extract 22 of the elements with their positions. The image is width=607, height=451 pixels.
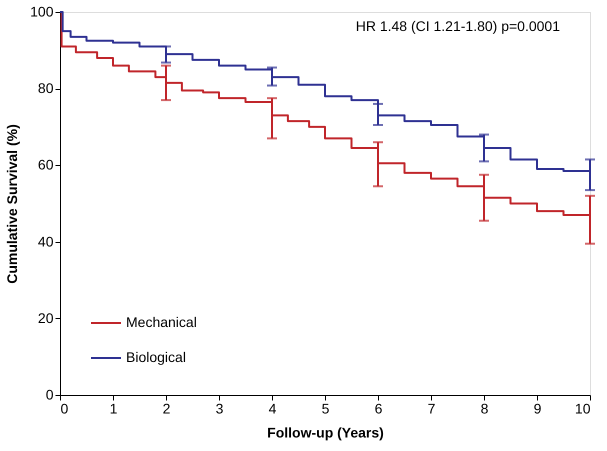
y-tick-label: 20 xyxy=(38,310,54,326)
y-axis-title: Cumulative Survival (%) xyxy=(4,124,20,284)
x-tick-label: 5 xyxy=(322,400,330,416)
x-tick-label: 9 xyxy=(534,400,542,416)
x-tick-label: 0 xyxy=(60,400,68,416)
annotation: HR 1.48 (CI 1.21-1.80) p=0.0001 xyxy=(356,18,560,34)
x-tick-label: 3 xyxy=(216,400,224,416)
y-tick-label: 60 xyxy=(38,156,54,173)
y-tick-label: 0 xyxy=(46,386,54,402)
x-tick-label: 10 xyxy=(574,400,591,416)
legend-label: Biological xyxy=(126,349,186,365)
x-axis-title: Follow-up (Years) xyxy=(267,424,384,440)
x-tick-label: 4 xyxy=(268,400,277,416)
x-tick-label: 8 xyxy=(480,400,489,416)
x-tick-label: 6 xyxy=(374,400,383,416)
x-tick-label: 2 xyxy=(162,400,171,416)
x-tick-label: 7 xyxy=(428,400,436,416)
y-tick-label: 100 xyxy=(30,4,54,20)
y-tick-label: 40 xyxy=(38,233,54,250)
x-tick-label: 1 xyxy=(110,400,118,416)
y-tick-label: 80 xyxy=(38,80,54,96)
legend-label: Mechanical xyxy=(126,314,197,330)
